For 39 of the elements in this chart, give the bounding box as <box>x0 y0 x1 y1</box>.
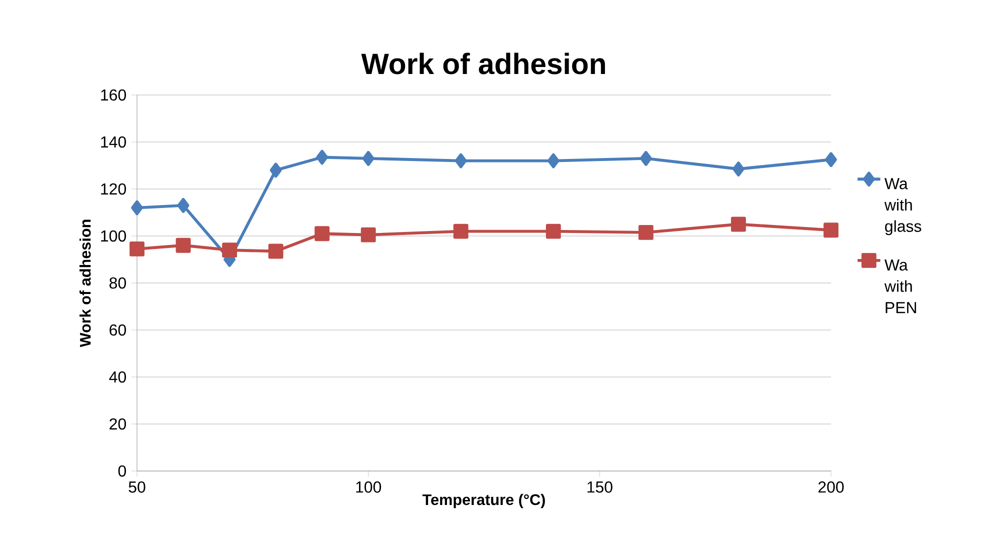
point <box>825 152 837 168</box>
y-tick-label: 0 <box>118 465 126 477</box>
y-axis-title: Work of adhesion <box>80 220 91 348</box>
point <box>316 150 328 165</box>
y-tick-label: 80 <box>110 277 126 289</box>
point <box>546 224 561 239</box>
point <box>824 222 838 238</box>
x-tick-label: 100 <box>356 481 382 493</box>
x-tick-label: 200 <box>818 481 844 493</box>
point <box>732 162 744 176</box>
point <box>362 150 374 166</box>
point <box>176 238 191 253</box>
x-tick-label: 150 <box>588 481 612 493</box>
point <box>454 153 467 168</box>
legend-label: Wa with glass <box>884 178 922 236</box>
y-tick-label: 60 <box>110 324 126 336</box>
point <box>547 153 560 168</box>
point <box>270 162 282 178</box>
point <box>131 200 143 216</box>
chart-title: Work of adhesion <box>361 52 605 74</box>
y-tick-label: 140 <box>101 136 126 148</box>
y-tick-label: 120 <box>101 183 126 195</box>
point <box>130 241 144 256</box>
point <box>638 224 654 240</box>
legend-label: Wa with PEN <box>884 259 916 314</box>
point <box>360 227 376 242</box>
point <box>640 150 652 166</box>
point <box>268 244 284 259</box>
point <box>177 198 190 213</box>
point <box>314 226 330 242</box>
y-tick-label: 20 <box>110 418 126 430</box>
point <box>730 216 746 232</box>
point <box>222 242 238 258</box>
y-tick-label: 160 <box>101 89 126 101</box>
x-tick-label: 50 <box>128 481 146 493</box>
y-tick-label: 40 <box>109 371 126 383</box>
x-axis-title: Temperature (°C) <box>422 494 545 508</box>
point <box>453 224 468 239</box>
y-tick-label: 100 <box>101 230 126 242</box>
